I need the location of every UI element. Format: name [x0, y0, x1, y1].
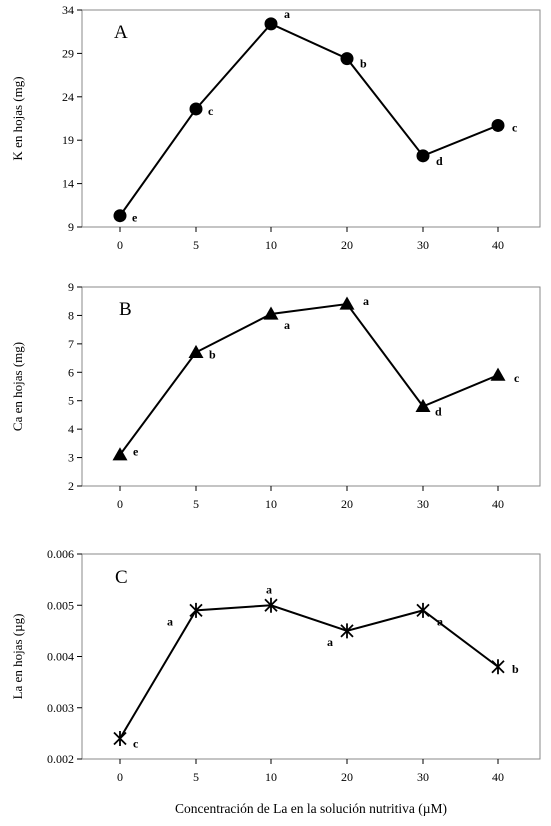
- plot-frame: [81, 9, 541, 228]
- panel-letter: C: [115, 567, 128, 588]
- x-tick-label: 10: [265, 238, 277, 252]
- y-axis-label: Ca en hojas (mg): [10, 342, 25, 431]
- x-tick-label: 40: [492, 770, 504, 784]
- series-line: [119, 604, 499, 740]
- significance-letter: b: [209, 347, 216, 361]
- y-axis-label: K en hojas (mg): [10, 76, 25, 160]
- chart-panel-c: 0.002 0.003 0.004 0.005 0.006 0 5 10 20 30 40 La en…: [10, 547, 541, 784]
- y-tick-label: 9: [68, 280, 74, 294]
- significance-letter: a: [284, 318, 290, 332]
- x-tick-label: 5: [193, 238, 199, 252]
- x-tick-label: 20: [341, 497, 353, 511]
- data-point: [189, 102, 203, 116]
- significance-letter: a: [437, 614, 443, 628]
- x-tick-label: 5: [193, 497, 199, 511]
- data-point: [188, 344, 204, 359]
- significance-letter: e: [132, 211, 138, 225]
- significance-letter: c: [512, 120, 518, 134]
- data-point: [113, 209, 127, 223]
- data-point: [264, 17, 278, 31]
- y-tick-label: 0.003: [47, 701, 74, 715]
- series-line: [119, 302, 499, 456]
- significance-letter: b: [512, 662, 519, 676]
- data-point: [415, 398, 431, 413]
- data-point: [189, 602, 203, 618]
- significance-letter: c: [514, 371, 520, 385]
- significance-letter: b: [360, 57, 367, 71]
- data-point: [491, 659, 505, 675]
- x-tick-label: 30: [417, 770, 429, 784]
- data-point: [416, 602, 430, 618]
- significance-letter: d: [436, 154, 443, 168]
- chart-panel-a: 9 14 19 24 29 34 0 5 10 20 30 40 K en hojas (mg) Ae c a…: [10, 3, 541, 252]
- data-point: [416, 149, 430, 163]
- x-tick-label: 40: [492, 497, 504, 511]
- x-tick-label: 20: [341, 238, 353, 252]
- data-point: [113, 731, 127, 746]
- data-point: [112, 447, 128, 461]
- series-line: [119, 22, 499, 217]
- y-tick-label: 2: [68, 479, 74, 493]
- significance-letter: a: [363, 294, 369, 308]
- data-point: [340, 623, 354, 639]
- plot-frame: [81, 553, 541, 760]
- y-tick-label: 34: [62, 3, 74, 17]
- x-tick-label: 20: [341, 770, 353, 784]
- data-point: [491, 118, 505, 132]
- y-tick-label: 4: [68, 422, 74, 436]
- x-tick-label: 10: [265, 770, 277, 784]
- x-tick-label: 30: [417, 497, 429, 511]
- data-point: [264, 597, 278, 613]
- y-tick-label: 0.004: [47, 650, 74, 664]
- y-tick-label: 0.002: [47, 752, 74, 766]
- y-tick-label: 7: [68, 337, 74, 351]
- data-point: [339, 296, 355, 310]
- x-tick-label: 0: [117, 770, 123, 784]
- y-tick-label: 5: [68, 394, 74, 408]
- panel-letter: A: [114, 22, 128, 43]
- y-tick-label: 29: [62, 46, 74, 60]
- chart-panel-b: 2 3 4 5 6 7 8 9 0 5 10 20 30 40 Ca en hojas (mg) Be b a a d…: [10, 280, 541, 511]
- significance-letter: c: [133, 737, 139, 751]
- y-tick-label: 19: [62, 133, 74, 147]
- y-tick-label: 8: [68, 308, 74, 322]
- panel-letter: B: [119, 299, 132, 320]
- significance-letter: c: [208, 104, 214, 118]
- significance-letter: a: [266, 582, 272, 596]
- y-tick-label: 0.006: [47, 547, 74, 561]
- significance-letter: e: [133, 445, 139, 459]
- x-tick-label: 0: [117, 497, 123, 511]
- x-tick-label: 10: [265, 497, 277, 511]
- x-tick-label: 40: [492, 238, 504, 252]
- y-tick-label: 6: [68, 365, 74, 379]
- y-tick-label: 24: [62, 90, 74, 104]
- y-tick-label: 3: [68, 451, 74, 465]
- y-tick-label: 0.005: [47, 598, 74, 612]
- significance-letter: a: [167, 614, 173, 628]
- data-point: [340, 52, 354, 66]
- x-tick-label: 0: [117, 238, 123, 252]
- y-tick-label: 9: [68, 220, 74, 234]
- plot-frame: [81, 286, 541, 487]
- y-tick-label: 14: [62, 177, 74, 191]
- data-point: [490, 367, 506, 381]
- x-tick-label: 5: [193, 770, 199, 784]
- significance-letter: a: [327, 635, 333, 649]
- x-axis-label: Concentración de La en la solución nutri…: [175, 801, 447, 816]
- data-point: [263, 306, 279, 320]
- x-tick-label: 30: [417, 238, 429, 252]
- significance-letter: a: [284, 7, 290, 21]
- significance-letter: d: [435, 404, 442, 418]
- y-axis-label: La en hojas (µg): [10, 614, 25, 700]
